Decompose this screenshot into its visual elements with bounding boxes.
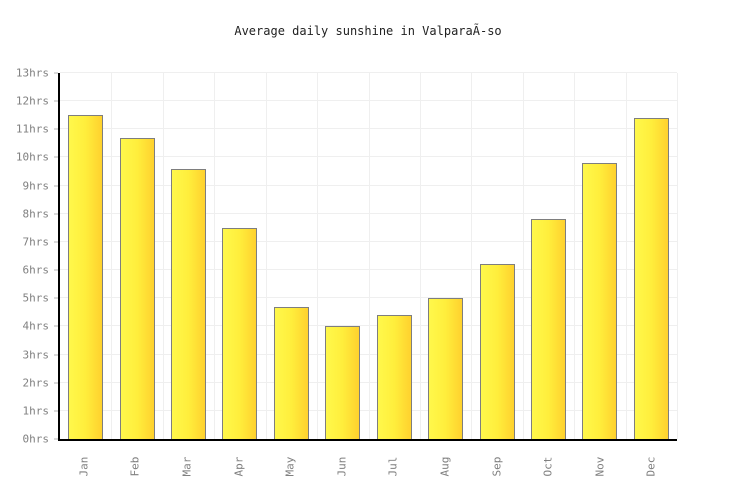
x-tick-label-jun: Jun	[320, 444, 364, 488]
y-axis: 0hrs 1hrs 2hrs 3hrs 4hrs 5hrs 6hrs 7hrs 8hrs 9hrs…	[0, 67, 58, 446]
y-tick-label-0: 0hrs	[22, 432, 50, 446]
y-tick-label-13: 13hrs	[15, 66, 49, 80]
bar-may	[273, 306, 309, 439]
bar-aug	[428, 298, 464, 439]
v-gridline-6	[368, 73, 370, 439]
v-gridline-8	[471, 73, 473, 439]
y-tick-mark-12	[54, 100, 58, 102]
v-gridline-12	[677, 73, 678, 439]
y-tick-label-4: 4hrs	[22, 319, 50, 333]
y-tick-label-2: 2hrs	[22, 376, 50, 390]
y-tick-label-6: 6hrs	[22, 263, 50, 277]
x-tick-label-mar: Mar	[165, 444, 209, 488]
x-tick-label-text: Jul	[386, 456, 400, 476]
x-tick-label-may: May	[268, 444, 312, 488]
x-tick-label-text: Sep	[489, 456, 503, 476]
v-gridline-1	[111, 73, 113, 439]
v-gridline-2	[162, 73, 164, 439]
bar-jan	[68, 115, 104, 439]
v-gridline-9	[522, 73, 524, 439]
h-gridline-13	[60, 72, 677, 73]
x-tick-label-text: Nov	[593, 456, 607, 476]
bar-oct	[530, 219, 566, 439]
y-tick-mark-3	[54, 354, 58, 356]
y-tick-label-1: 1hrs	[22, 404, 50, 418]
y-tick-mark-9	[54, 185, 58, 187]
x-tick-label-oct: Oct	[526, 444, 570, 488]
x-tick-label-dec: Dec	[629, 444, 673, 488]
bar-nov	[582, 163, 618, 439]
y-tick-mark-8	[54, 213, 58, 215]
y-tick-label-5: 5hrs	[22, 291, 50, 305]
x-tick-label-text: Oct	[541, 456, 555, 476]
x-tick-label-apr: Apr	[217, 444, 261, 488]
y-tick-label-11: 11hrs	[15, 122, 49, 136]
x-tick-label-text: Mar	[180, 456, 194, 476]
v-gridline-5	[317, 73, 319, 439]
bar-apr	[222, 227, 258, 439]
y-tick-mark-2	[54, 382, 58, 384]
y-tick-mark-13	[54, 72, 58, 74]
bar-jun	[325, 326, 361, 439]
x-tick-label-sep: Sep	[474, 444, 518, 488]
bar-mar	[171, 168, 207, 439]
y-tick-mark-5	[54, 297, 58, 299]
v-gridline-7	[419, 73, 421, 439]
y-tick-mark-1	[54, 410, 58, 412]
y-tick-label-9: 9hrs	[22, 179, 50, 193]
v-gridline-4	[265, 73, 267, 439]
x-tick-label-aug: Aug	[423, 444, 467, 488]
x-tick-label-text: May	[283, 456, 297, 476]
y-tick-label-12: 12hrs	[15, 94, 49, 108]
plot-area	[58, 72, 678, 441]
y-tick-mark-7	[54, 241, 58, 243]
bar-dec	[633, 118, 669, 439]
x-tick-label-jan: Jan	[62, 444, 106, 488]
v-gridline-11	[625, 73, 627, 439]
x-tick-label-text: Dec	[644, 456, 658, 476]
x-tick-label-text: Apr	[232, 456, 246, 476]
x-tick-label-jul: Jul	[371, 444, 415, 488]
x-tick-label-text: Feb	[128, 456, 142, 476]
x-tick-label-feb: Feb	[113, 444, 157, 488]
v-gridline-10	[574, 73, 576, 439]
bar-jul	[376, 315, 412, 439]
y-tick-label-3: 3hrs	[22, 348, 50, 362]
y-tick-mark-0	[54, 438, 58, 440]
y-tick-mark-11	[54, 128, 58, 130]
y-tick-mark-4	[54, 325, 58, 327]
y-tick-mark-10	[54, 156, 58, 158]
chart-title: Average daily sunshine in ValparaÃ-so	[234, 24, 502, 38]
x-tick-label-text: Aug	[438, 456, 452, 476]
x-tick-label-text: Jan	[77, 456, 91, 476]
x-axis: Jan Feb Mar Apr May Jun Jul Aug Sep Oct Nov Dec	[58, 444, 677, 488]
y-tick-label-7: 7hrs	[22, 235, 50, 249]
y-tick-label-10: 10hrs	[15, 150, 49, 164]
x-tick-label-text: Jun	[335, 456, 349, 476]
y-tick-mark-6	[54, 269, 58, 271]
bar-sep	[479, 264, 515, 439]
v-gridline-3	[214, 73, 216, 439]
x-tick-label-nov: Nov	[578, 444, 622, 488]
bar-feb	[119, 137, 155, 439]
y-tick-label-8: 8hrs	[22, 207, 50, 221]
